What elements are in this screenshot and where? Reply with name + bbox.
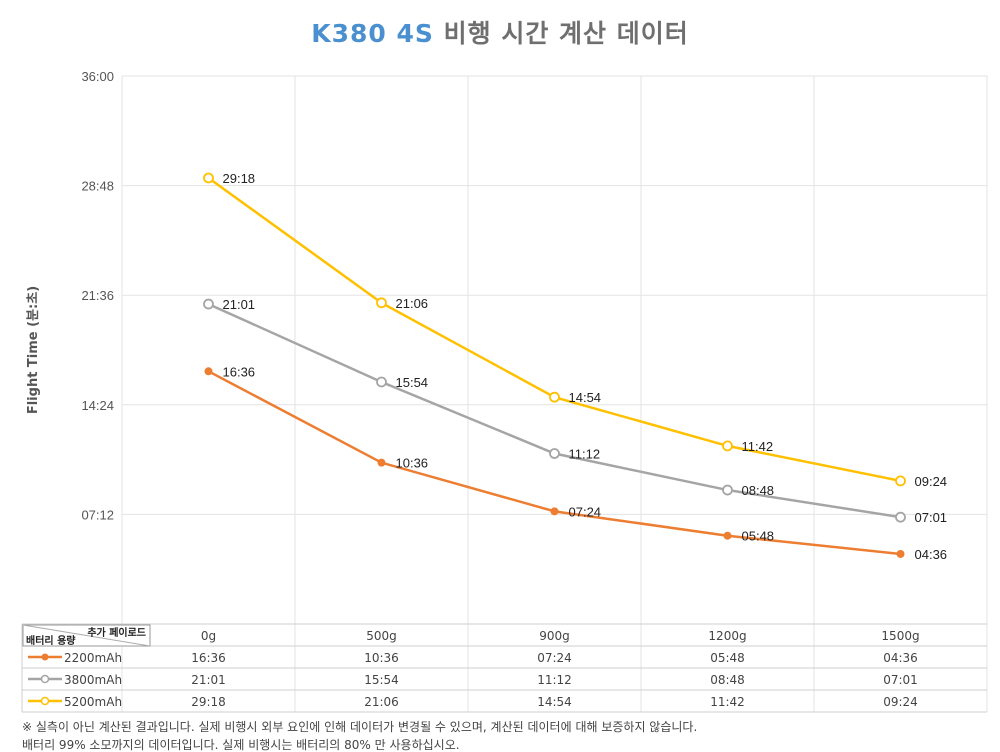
table-cell: 21:01 — [191, 673, 226, 687]
table-cell: 10:36 — [364, 651, 399, 665]
table-cell: 07:01 — [883, 673, 918, 687]
y-tick-label: 21:36 — [81, 288, 114, 303]
table-cell: 11:42 — [710, 695, 745, 709]
data-label: 07:24 — [569, 504, 602, 519]
data-point — [204, 367, 213, 376]
data-point — [203, 298, 214, 310]
note-1: ※ 실측이 아닌 계산된 결과입니다. 실제 비행시 외부 요인에 인해 데이터… — [22, 720, 698, 734]
data-label: 09:24 — [915, 474, 948, 489]
data-point — [895, 475, 906, 487]
data-point — [376, 297, 387, 309]
y-tick-label: 28:48 — [81, 179, 114, 194]
x-tick-label: 1200g — [708, 629, 746, 643]
data-point — [722, 440, 733, 452]
data-point — [895, 511, 906, 523]
data-point — [376, 376, 387, 388]
table-cell: 08:48 — [710, 673, 745, 687]
x-tick-label: 900g — [539, 629, 570, 643]
data-label: 15:54 — [396, 375, 429, 390]
data-label: 11:12 — [569, 447, 601, 462]
table-cell: 14:54 — [537, 695, 572, 709]
table-cell: 15:54 — [364, 673, 399, 687]
title-text: 비행 시간 계산 데이터 — [433, 19, 689, 48]
data-label: 29:18 — [223, 171, 256, 186]
data-label: 16:36 — [223, 364, 256, 379]
data-point — [550, 507, 559, 516]
data-point — [549, 448, 560, 459]
y-axis-label: Flight Time (분:초) — [26, 286, 41, 414]
chart-title: K380 4S 비행 시간 계산 데이터 — [0, 14, 1000, 50]
data-point — [723, 531, 732, 540]
table-cell: 05:48 — [710, 651, 745, 665]
y-tick-label: 36:00 — [81, 69, 114, 84]
legend-label: 5200mAh — [64, 695, 122, 709]
legend-marker — [40, 674, 50, 684]
table-cell: 16:36 — [191, 651, 226, 665]
data-label: 11:42 — [742, 439, 774, 454]
data-label: 10:36 — [396, 456, 429, 471]
x-tick-label: 1500g — [881, 629, 919, 643]
x-tick-label: 0g — [201, 629, 216, 643]
y-tick-label: 14:24 — [81, 398, 114, 413]
table-corner-top: 추가 페이로드 — [87, 626, 146, 639]
data-label: 08:48 — [742, 483, 775, 498]
series-line-5200mAh — [207, 176, 901, 483]
table-cell: 29:18 — [191, 695, 226, 709]
legend-label: 3800mAh — [64, 673, 122, 687]
data-label: 05:48 — [742, 529, 775, 544]
note-2: 배터리 99% 소모까지의 데이터입니다. 실제 비행시는 배터리의 80% 만… — [22, 738, 460, 752]
table-cell: 21:06 — [364, 695, 399, 709]
data-label: 14:54 — [569, 390, 602, 405]
table-corner-diagonal — [22, 624, 151, 647]
legend-marker — [40, 696, 50, 706]
table-cell: 09:24 — [883, 695, 918, 709]
data-point — [549, 391, 560, 403]
data-label: 21:06 — [396, 296, 429, 311]
legend-marker — [41, 653, 49, 661]
table-cell: 04:36 — [883, 651, 918, 665]
x-tick-label: 500g — [366, 629, 397, 643]
data-label: 07:01 — [915, 510, 948, 525]
data-label: 04:36 — [915, 547, 948, 562]
table-cell: 11:12 — [537, 673, 572, 687]
data-point — [203, 172, 214, 184]
data-label: 21:01 — [223, 297, 256, 312]
data-point — [896, 549, 905, 558]
data-point — [722, 484, 733, 496]
table-corner-bottom: 배터리 용량 — [26, 634, 76, 647]
legend-label: 2200mAh — [64, 651, 122, 665]
table-cell: 07:24 — [537, 651, 572, 665]
title-model: K380 4S — [311, 19, 434, 48]
data-point — [377, 458, 386, 467]
series-line-3800mAh — [207, 302, 901, 519]
y-tick-label: 07:12 — [81, 507, 114, 522]
